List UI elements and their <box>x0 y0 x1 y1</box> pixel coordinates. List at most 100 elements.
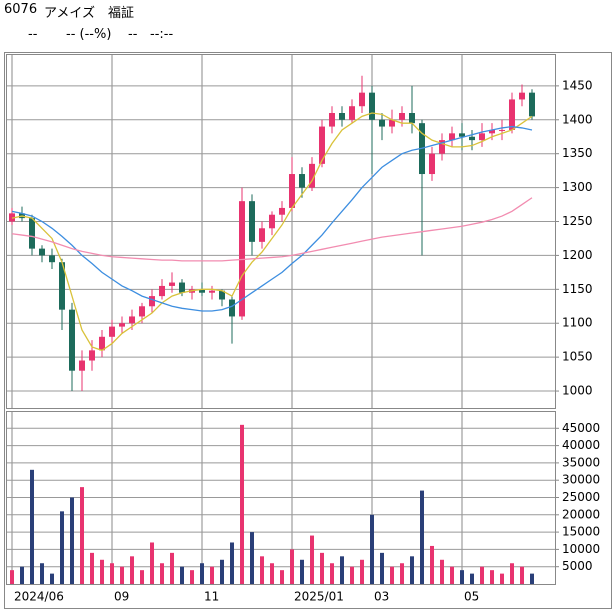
chart-frame <box>4 52 612 609</box>
volume-bar <box>370 514 374 584</box>
y-tick-label: 45000 <box>562 421 600 435</box>
candle-body <box>129 316 135 324</box>
stock-name: アメイズ <box>44 6 95 21</box>
candle-body <box>89 350 95 361</box>
volume-bar <box>190 570 194 584</box>
candle-body <box>69 309 75 371</box>
volume-bar <box>350 566 354 584</box>
stock-code: 6076 <box>4 2 38 17</box>
moving-average <box>11 125 533 312</box>
volume-bar <box>50 573 54 584</box>
volume-bar <box>180 566 184 584</box>
y-tick-label: 1050 <box>562 350 593 364</box>
time: --:-- <box>150 27 174 42</box>
y-tick-label: 25000 <box>562 490 600 504</box>
candle-body <box>119 323 125 327</box>
volume-bar <box>440 559 444 584</box>
y-tick-label: 1150 <box>562 282 593 296</box>
volume-bar <box>300 559 304 584</box>
candle-body <box>39 248 45 256</box>
candle-body <box>499 129 505 131</box>
volume-bar <box>130 556 134 584</box>
y-tick-label: 1350 <box>562 146 593 160</box>
candle-body <box>319 126 325 164</box>
candle-body <box>49 255 55 263</box>
volume-bar <box>210 566 214 584</box>
volume-bar <box>80 487 84 584</box>
volume-bar <box>520 566 524 584</box>
y-tick-label: 35000 <box>562 455 600 469</box>
volume-bar <box>420 490 424 584</box>
volume-bar <box>10 570 14 584</box>
volume-bar <box>280 570 284 584</box>
candle-body <box>109 326 115 337</box>
volume-bar <box>360 559 364 584</box>
candle-body <box>29 218 35 249</box>
candle-body <box>439 140 445 154</box>
candle-body <box>469 136 475 141</box>
candle-body <box>289 174 295 208</box>
volume-bar <box>100 559 104 584</box>
market: 福証 <box>108 6 135 21</box>
candle-body <box>219 290 225 300</box>
volume-bar <box>220 559 224 584</box>
volume-bar <box>120 566 124 584</box>
volume-bar <box>500 573 504 584</box>
candle-body <box>229 299 235 317</box>
volume-bar <box>450 566 454 584</box>
candle-body <box>269 214 275 229</box>
volume-bar <box>490 570 494 584</box>
volume-bar <box>530 573 534 584</box>
volume: -- <box>128 27 138 42</box>
x-tick-label: 09 <box>114 590 129 604</box>
x-tick-label: 11 <box>204 590 219 604</box>
volume-bar <box>90 552 94 584</box>
candle-body <box>99 336 105 351</box>
x-tick-label: 05 <box>464 590 479 604</box>
y-tick-label: 15000 <box>562 525 600 539</box>
volume-bar <box>330 563 334 584</box>
y-tick-label: 1400 <box>562 112 593 126</box>
volume-bar <box>470 573 474 584</box>
candle-body <box>259 228 265 242</box>
volume-bar <box>200 563 204 584</box>
volume-bar <box>70 497 74 584</box>
candle-body <box>209 290 215 293</box>
candle-body <box>379 119 385 127</box>
candle-body <box>299 174 305 188</box>
candle-body <box>409 113 415 124</box>
candle-body <box>249 201 255 242</box>
x-tick-label: 2024/06 <box>14 590 64 604</box>
candle-body <box>239 201 245 317</box>
chart: 2024/06 09 11 2025/01 03 05 1000 1050 1100 1150 12… <box>4 52 612 609</box>
candle-body <box>359 92 365 107</box>
volume-bar <box>160 563 164 584</box>
candle-body <box>369 92 375 120</box>
candle-body <box>459 133 465 137</box>
volume-bar <box>390 566 394 584</box>
price: -- <box>28 27 38 42</box>
y-tick-label: 10000 <box>562 542 600 556</box>
y-tick-label: 20000 <box>562 507 600 521</box>
y-tick-label: 1200 <box>562 248 593 262</box>
price-pane <box>6 54 556 409</box>
moving-average <box>11 112 533 352</box>
candle-body <box>149 296 155 307</box>
y-tick-label: 1250 <box>562 214 593 228</box>
volume-bar <box>170 552 174 584</box>
volume-bar <box>60 511 64 584</box>
candle-body <box>529 92 535 117</box>
candle-body <box>479 133 485 141</box>
volume-bar <box>270 563 274 584</box>
candle-body <box>519 92 525 100</box>
volume-bar <box>150 542 154 584</box>
candle-body <box>509 99 515 130</box>
volume-bar <box>380 552 384 584</box>
candle-body <box>279 207 285 215</box>
volume-bar <box>290 549 294 584</box>
candle-body <box>179 282 185 293</box>
y-tick-label: 1000 <box>562 384 593 398</box>
volume-bar <box>320 552 324 584</box>
candle-body <box>199 289 205 293</box>
